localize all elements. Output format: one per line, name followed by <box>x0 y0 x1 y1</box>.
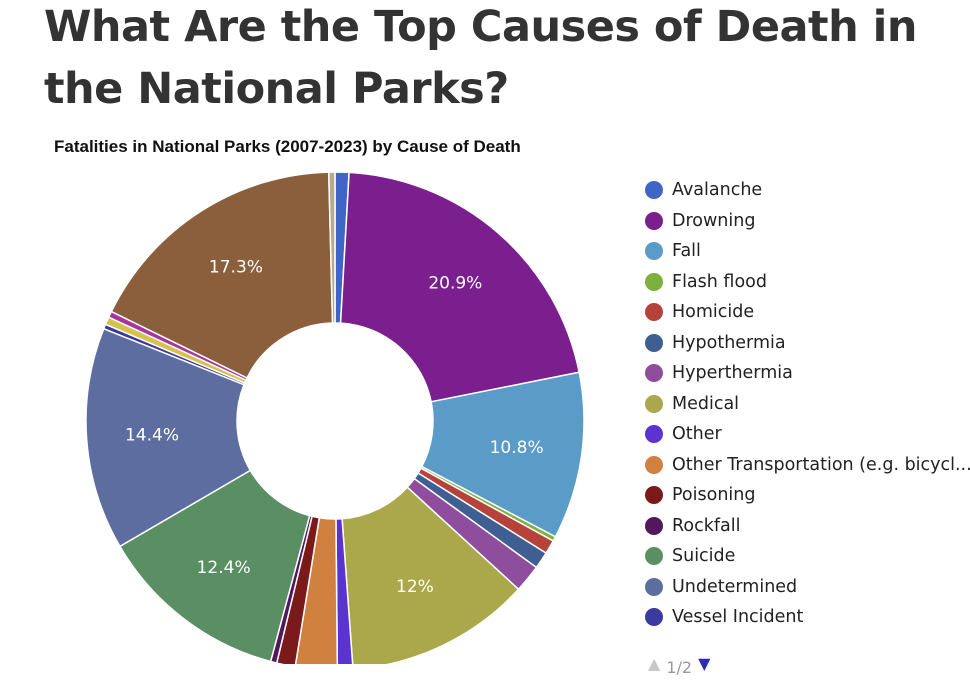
legend-item[interactable]: Flash flood <box>645 267 970 298</box>
legend-item[interactable]: Poisoning <box>645 480 970 511</box>
pie-slice[interactable] <box>110 171 334 379</box>
legend-label: Suicide <box>672 546 736 567</box>
legend-item[interactable]: Undetermined <box>645 572 970 603</box>
legend-item[interactable]: Vessel Incident <box>645 602 970 633</box>
legend-item[interactable]: Hyperthermia <box>645 358 970 389</box>
legend-label: Flash flood <box>672 271 767 292</box>
slice-data-label: 20.9% <box>428 273 482 293</box>
article-headline: What Are the Top Causes of Death in the … <box>44 2 918 114</box>
pie-slice-drowning[interactable] <box>339 171 581 403</box>
legend-page-indicator: 1/2 <box>666 658 693 677</box>
legend-label: Vessel Incident <box>672 607 804 628</box>
slice-data-label: 12.4% <box>197 558 251 578</box>
chart-crop-edge <box>0 664 640 694</box>
legend-item[interactable]: Fall <box>645 236 970 267</box>
legend-label: Other <box>672 424 722 445</box>
legend-item[interactable]: Rockfall <box>645 511 970 542</box>
legend-swatch <box>645 181 663 200</box>
slice-data-label: 10.8% <box>490 438 544 458</box>
legend-item[interactable]: Hypothermia <box>645 328 970 359</box>
legend-swatch <box>645 455 663 474</box>
legend-swatch <box>645 394 663 413</box>
legend-item[interactable]: Other <box>645 419 970 450</box>
legend-item[interactable]: Other Transportation (e.g. bicycl... <box>645 450 970 481</box>
legend-item[interactable]: Homicide <box>645 297 970 328</box>
legend-label: Hyperthermia <box>672 363 793 384</box>
legend-label: Rockfall <box>672 515 741 536</box>
legend-label: Fall <box>672 241 701 262</box>
legend-item[interactable]: Suicide <box>645 541 970 572</box>
legend-swatch <box>645 272 663 291</box>
legend-label: Medical <box>672 393 740 414</box>
legend-item[interactable]: Avalanche <box>645 175 970 206</box>
legend-pager: ▲ 1/2 ▼ <box>648 654 710 684</box>
legend-label: Other Transportation (e.g. bicycl... <box>672 454 970 475</box>
chart-legend: Avalanche Drowning Fall Flash flood Homicide… <box>645 175 970 633</box>
legend-item[interactable]: Drowning <box>645 206 970 237</box>
triangle-up-icon[interactable]: ▲ <box>648 654 661 673</box>
legend-swatch <box>645 425 663 444</box>
legend-swatch <box>645 211 663 230</box>
legend-swatch <box>645 333 663 352</box>
legend-swatch <box>645 486 663 505</box>
legend-swatch <box>645 364 663 383</box>
legend-label: Poisoning <box>672 485 756 506</box>
slice-data-label: 17.3% <box>209 258 263 278</box>
legend-label: Avalanche <box>672 180 763 201</box>
legend-swatch <box>645 303 663 322</box>
legend-item[interactable]: Medical <box>645 389 970 420</box>
legend-label: Drowning <box>672 210 756 231</box>
pie-slice-undetermined[interactable] <box>85 327 252 548</box>
legend-swatch <box>645 516 663 535</box>
slice-data-label: 12% <box>396 577 434 597</box>
pie-slice-suicide[interactable] <box>118 469 311 663</box>
pie-slice[interactable] <box>327 171 336 324</box>
slice-data-label: 14.4% <box>125 426 179 446</box>
legend-swatch <box>645 577 663 596</box>
legend-label: Hypothermia <box>672 332 786 353</box>
legend-label: Homicide <box>672 302 755 323</box>
legend-label: Undetermined <box>672 576 798 597</box>
triangle-down-icon[interactable]: ▼ <box>698 654 711 673</box>
legend-swatch <box>645 608 663 627</box>
chart-title: Fatalities in National Parks (2007-2023)… <box>54 137 521 156</box>
legend-swatch <box>645 547 663 566</box>
legend-swatch <box>645 242 663 261</box>
